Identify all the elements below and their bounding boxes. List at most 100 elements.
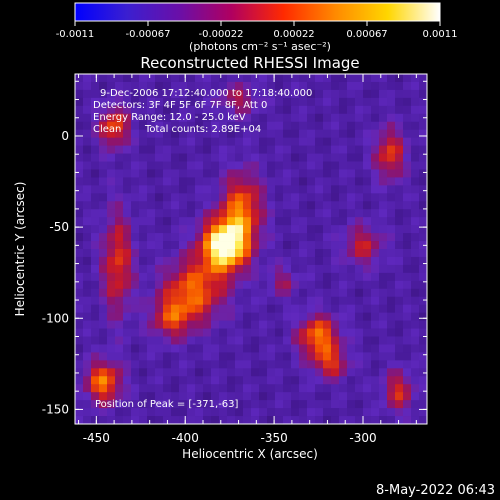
heatmap-cell	[347, 74, 356, 83]
heatmap-cell	[315, 328, 324, 337]
heatmap-cell	[355, 336, 364, 345]
heatmap-cell	[115, 256, 124, 266]
heatmap-cell	[107, 272, 116, 282]
heatmap-cell	[131, 185, 140, 194]
heatmap-cell	[331, 113, 340, 123]
heatmap-cell	[315, 392, 324, 401]
heatmap-cell	[395, 153, 404, 162]
heatmap-cell	[75, 352, 84, 361]
heatmap-cell	[83, 225, 92, 234]
heatmap-cell	[291, 408, 300, 417]
heatmap-cell	[211, 352, 220, 361]
heatmap-cell	[123, 368, 132, 377]
heatmap-cell	[203, 217, 212, 226]
heatmap-cell	[291, 249, 300, 258]
heatmap-cell	[75, 296, 84, 306]
heatmap-cell	[307, 368, 316, 377]
heatmap-cell	[299, 249, 308, 258]
heatmap-cell	[163, 201, 172, 210]
heatmap-cell	[403, 169, 412, 178]
heatmap-cell	[307, 392, 316, 401]
heatmap-cell	[171, 392, 180, 401]
heatmap-cell	[179, 97, 188, 107]
heatmap-cell	[219, 368, 228, 377]
heatmap-cell	[139, 97, 148, 107]
heatmap-cell	[267, 113, 276, 123]
heatmap-cell	[211, 193, 220, 202]
heatmap-cell	[123, 360, 132, 369]
heatmap-cell	[131, 360, 140, 369]
heatmap-cell	[379, 105, 388, 115]
heatmap-cell	[195, 296, 204, 306]
heatmap-cell	[131, 153, 140, 162]
heatmap-cell	[283, 256, 292, 266]
heatmap-cell	[91, 336, 100, 345]
heatmap-cell	[371, 256, 380, 266]
heatmap-cell	[355, 408, 364, 417]
heatmap-cell	[243, 169, 252, 178]
heatmap-cell	[419, 161, 428, 170]
heatmap-cell	[227, 320, 236, 329]
heatmap-cell	[299, 201, 308, 210]
heatmap-cell	[83, 280, 92, 290]
heatmap-cell	[307, 241, 316, 250]
heatmap-cell	[219, 288, 228, 298]
heatmap-cell	[99, 74, 108, 83]
heatmap-cell	[419, 81, 428, 91]
heatmap-cell	[411, 392, 420, 401]
heatmap-cell	[243, 233, 252, 242]
heatmap-cell	[195, 233, 204, 242]
heatmap-cell	[331, 129, 340, 139]
heatmap-cell	[99, 105, 108, 115]
heatmap-cell	[411, 368, 420, 377]
heatmap-cell	[163, 392, 172, 401]
heatmap-cell	[163, 121, 172, 131]
heatmap-cell	[195, 344, 204, 353]
heatmap-cell	[387, 328, 396, 337]
heatmap-cell	[315, 352, 324, 361]
heatmap-cell	[195, 336, 204, 345]
heatmap-cell	[139, 392, 148, 401]
heatmap-cell	[339, 201, 348, 210]
timestamp: 8-May-2022 06:43	[376, 483, 495, 498]
heatmap-cell	[315, 376, 324, 385]
heatmap-cell	[91, 177, 100, 186]
heatmap-cell	[147, 288, 156, 298]
heatmap-cell	[315, 209, 324, 218]
heatmap-cell	[419, 328, 428, 337]
heatmap-cell	[275, 328, 284, 337]
heatmap-cell	[299, 169, 308, 178]
heatmap-cell	[395, 288, 404, 298]
heatmap-cell	[115, 264, 124, 274]
heatmap-cell	[235, 161, 244, 170]
heatmap-cell	[403, 336, 412, 345]
heatmap-cell	[371, 193, 380, 202]
heatmap-cell	[211, 81, 220, 91]
heatmap-cell	[379, 209, 388, 218]
heatmap-cell	[339, 113, 348, 123]
heatmap-cell	[283, 352, 292, 361]
heatmap-cell	[331, 185, 340, 194]
heatmap-cell	[147, 233, 156, 242]
heatmap-cell	[307, 408, 316, 417]
heatmap-cell	[171, 352, 180, 361]
heatmap-cell	[291, 74, 300, 83]
heatmap-cell	[291, 209, 300, 218]
heatmap-cell	[203, 241, 212, 250]
heatmap-cell	[235, 74, 244, 83]
heatmap-cell	[403, 280, 412, 290]
heatmap-cell	[315, 368, 324, 377]
heatmap-cell	[243, 153, 252, 162]
heatmap-cell	[371, 137, 380, 146]
heatmap-cell	[315, 320, 324, 329]
heatmap-cell	[299, 113, 308, 123]
heatmap-cell	[147, 272, 156, 282]
heatmap-cell	[331, 264, 340, 274]
heatmap-cell	[251, 304, 260, 314]
heatmap-cell	[131, 145, 140, 154]
heatmap-cell	[251, 400, 260, 409]
heatmap-cell	[115, 304, 124, 314]
annotation-energy: Energy Range: 12.0 - 25.0 keV	[93, 112, 246, 123]
heatmap-cell	[155, 264, 164, 274]
heatmap-cell	[163, 241, 172, 250]
